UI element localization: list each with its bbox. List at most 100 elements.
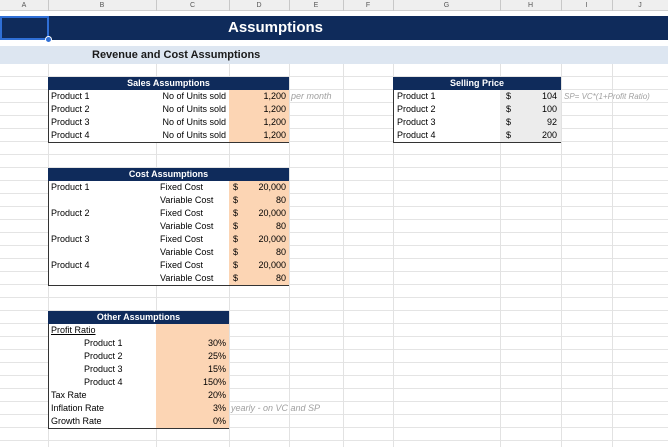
price-cell (500, 129, 561, 142)
sales-header-bg (48, 77, 289, 90)
column-divider (500, 0, 501, 11)
product-label: Product 3 (51, 117, 90, 127)
price-value: 104 (541, 91, 557, 101)
rate-value: 20% (207, 390, 226, 400)
units-value: 1,200 (263, 91, 286, 101)
vertical-gridline (561, 64, 562, 447)
currency: $ (233, 273, 239, 283)
other-note: yearly - on VC and SP (231, 403, 321, 413)
other-header: Other Assumptions (96, 312, 181, 322)
column-header: H (527, 2, 534, 9)
column-divider (289, 0, 290, 11)
price-value: 92 (546, 117, 557, 127)
product-label: Product 1 (51, 91, 90, 101)
ratio-value: 15% (207, 364, 226, 374)
cost-value: 80 (275, 247, 286, 257)
units-value: 1,200 (263, 130, 286, 140)
product-label: Product 3 (84, 364, 123, 374)
other-values (156, 324, 229, 428)
column-divider (561, 0, 562, 11)
cost-label: Fixed Cost (160, 234, 204, 244)
currency: $ (506, 104, 512, 114)
units-cell (229, 116, 289, 129)
cost-value: 80 (275, 221, 286, 231)
cost-cell (229, 272, 289, 285)
cost-value: 20,000 (258, 260, 286, 270)
vertical-gridline (343, 64, 344, 447)
product-label: Product 3 (397, 117, 436, 127)
column-header: A (21, 2, 27, 9)
rate-label: Tax Rate (51, 390, 87, 400)
sales-header: Sales Assumptions (127, 78, 210, 88)
column-header: J (638, 2, 642, 9)
section-title: Revenue and Cost Assumptions (92, 49, 261, 61)
profit-ratio-label: Profit Ratio (51, 325, 96, 335)
price-cell (500, 103, 561, 116)
cost-label: Variable Cost (160, 247, 214, 257)
units-value: 1,200 (263, 117, 286, 127)
currency: $ (233, 260, 239, 270)
metric-label: No of Units sold (162, 130, 226, 140)
product-label: Product 4 (84, 377, 123, 387)
title-bar (0, 16, 668, 40)
product-label: Product 4 (397, 130, 436, 140)
currency: $ (233, 208, 239, 218)
cost-cell (229, 233, 289, 246)
column-header-bar (0, 0, 668, 11)
fill-handle[interactable] (45, 36, 52, 43)
cost-header: Cost Assumptions (128, 169, 209, 179)
cost-cell (229, 181, 289, 194)
column-divider (343, 0, 344, 11)
cost-value: 80 (275, 273, 286, 283)
vertical-gridline (500, 64, 501, 447)
column-divider (612, 0, 613, 11)
cost-cell (229, 246, 289, 259)
metric-label: No of Units sold (162, 117, 226, 127)
currency: $ (233, 221, 239, 231)
product-label: Product 1 (84, 338, 123, 348)
column-divider (48, 0, 49, 11)
cost-label: Fixed Cost (160, 182, 204, 192)
price-note: SP= VC*(1+Profit Ratio) (564, 92, 650, 101)
cost-header-bg (48, 168, 289, 181)
sheet-title: Assumptions (227, 19, 323, 36)
currency: $ (506, 117, 512, 127)
units-cell (229, 90, 289, 103)
currency: $ (233, 234, 239, 244)
cost-cell (229, 220, 289, 233)
rate-value: 0% (212, 416, 226, 426)
cost-label: Fixed Cost (160, 260, 204, 270)
units-value: 1,200 (263, 104, 286, 114)
product-label: Product 3 (51, 234, 90, 244)
price-value: 200 (541, 130, 557, 140)
column-header: F (365, 2, 371, 9)
column-header: C (189, 2, 196, 9)
vertical-gridline (393, 64, 394, 447)
units-cell (229, 103, 289, 116)
cost-label: Fixed Cost (160, 208, 204, 218)
cost-value: 20,000 (258, 234, 286, 244)
price-header-bg (393, 77, 561, 90)
section-band (0, 46, 668, 64)
currency: $ (233, 195, 239, 205)
cost-cell (229, 207, 289, 220)
cost-label: Variable Cost (160, 195, 214, 205)
product-label: Product 1 (397, 91, 436, 101)
selected-cell[interactable] (0, 16, 49, 40)
ratio-value: 150% (202, 377, 226, 387)
currency: $ (233, 247, 239, 257)
cost-label: Variable Cost (160, 273, 214, 283)
cost-value: 80 (275, 195, 286, 205)
cost-cell (229, 259, 289, 272)
product-label: Product 2 (51, 208, 90, 218)
other-header-bg (48, 311, 229, 324)
column-header: D (256, 2, 262, 9)
column-divider (393, 0, 394, 11)
vertical-gridline (612, 64, 613, 447)
cost-value: 20,000 (258, 208, 286, 218)
price-header: Selling Price (449, 78, 505, 88)
ratio-value: 25% (207, 351, 226, 361)
product-label: Product 2 (84, 351, 123, 361)
price-cell (500, 90, 561, 103)
rate-label: Inflation Rate (51, 403, 105, 413)
